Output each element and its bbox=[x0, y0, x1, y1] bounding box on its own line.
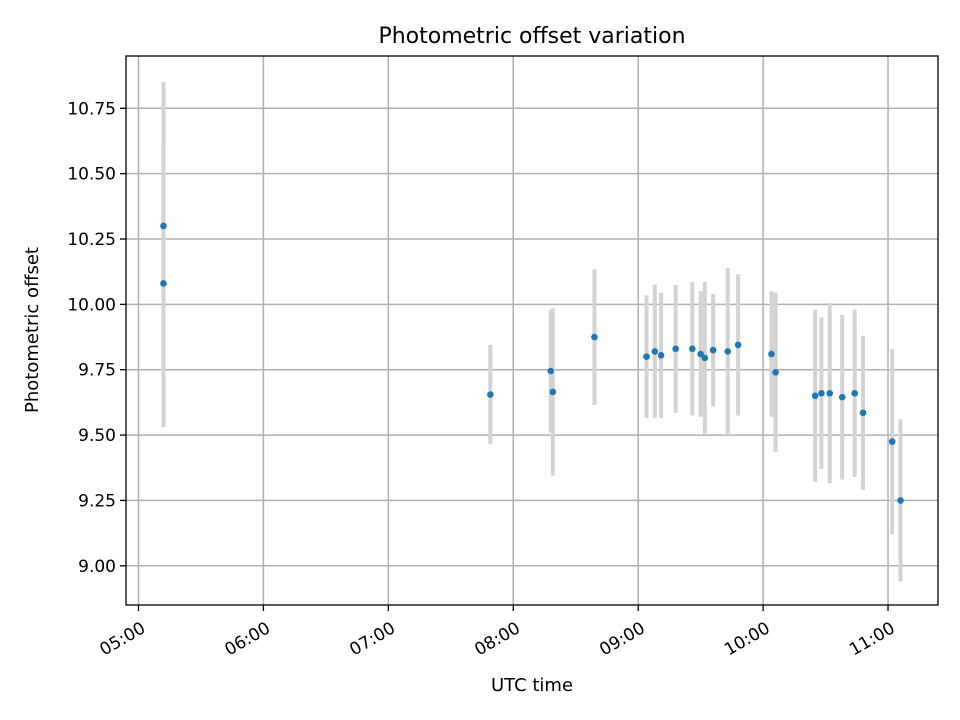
y-tick-label: 9.25 bbox=[78, 491, 116, 511]
data-point bbox=[709, 346, 717, 354]
data-point bbox=[657, 352, 665, 359]
data-point bbox=[772, 369, 779, 376]
x-axis-label: UTC time bbox=[491, 675, 573, 696]
y-tick-label: 10.75 bbox=[67, 99, 116, 119]
data-point bbox=[549, 388, 557, 396]
y-tick-label: 10.25 bbox=[67, 230, 116, 250]
plot-frame bbox=[125, 55, 939, 606]
data-point bbox=[859, 409, 867, 417]
data-point bbox=[701, 354, 709, 362]
data-points bbox=[160, 222, 904, 504]
data-point bbox=[651, 348, 659, 355]
data-point bbox=[724, 348, 732, 355]
y-tick-label: 10.00 bbox=[67, 295, 116, 315]
data-point bbox=[547, 367, 555, 375]
y-tick-label: 9.50 bbox=[78, 426, 116, 446]
data-point bbox=[818, 389, 825, 397]
data-point bbox=[826, 389, 834, 397]
data-point bbox=[888, 438, 896, 445]
y-tick-label: 10.50 bbox=[67, 165, 116, 185]
data-point bbox=[734, 341, 742, 349]
y-axis-label: Photometric offset bbox=[22, 247, 43, 413]
y-axis-ticks: 9.00 9.25 9.50 9.75 10.00 10.25 10.50 10.75 bbox=[67, 99, 126, 577]
chart-title: Photometric offset variation bbox=[378, 24, 685, 49]
data-point bbox=[689, 345, 696, 353]
data-point bbox=[897, 497, 904, 504]
data-point bbox=[851, 389, 859, 397]
data-point bbox=[591, 333, 598, 341]
data-point bbox=[697, 350, 704, 358]
data-point bbox=[160, 280, 167, 287]
data-point bbox=[672, 345, 679, 353]
data-point bbox=[768, 350, 775, 358]
data-point bbox=[838, 393, 846, 401]
grid-lines bbox=[126, 56, 938, 605]
data-point bbox=[160, 222, 167, 230]
y-tick-label: 9.00 bbox=[78, 557, 116, 577]
data-point bbox=[811, 392, 819, 400]
data-point bbox=[487, 391, 494, 398]
data-point bbox=[643, 353, 650, 360]
y-tick-label: 9.75 bbox=[78, 361, 116, 381]
